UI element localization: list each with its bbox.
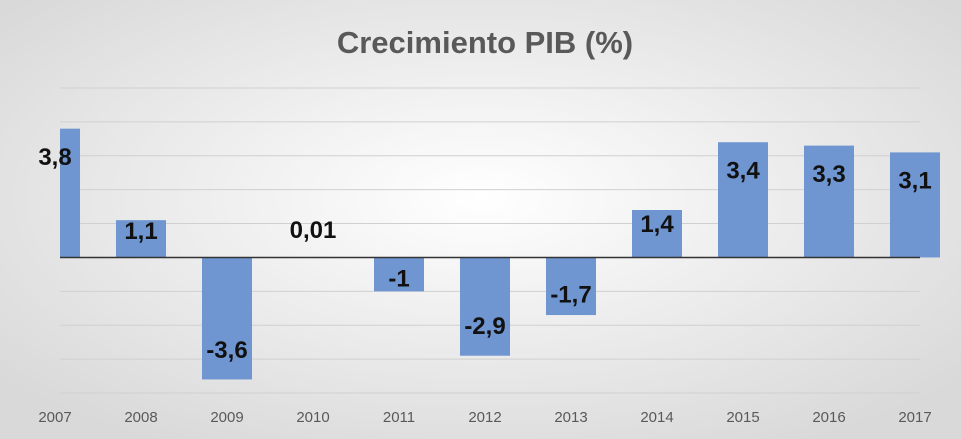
data-label: 1,4 — [640, 211, 674, 238]
x-tick-label: 2007 — [38, 409, 71, 426]
data-label: 3,8 — [38, 144, 71, 171]
x-tick-label: 2013 — [554, 409, 587, 426]
bar — [804, 145, 854, 258]
bar — [202, 257, 252, 380]
data-label: -1,7 — [550, 281, 591, 308]
data-label: 3,1 — [898, 168, 931, 195]
data-label: -3,6 — [206, 337, 247, 364]
bar — [116, 220, 166, 258]
x-tick-label: 2008 — [124, 409, 157, 426]
data-label: -2,9 — [464, 313, 505, 340]
bar — [60, 128, 80, 258]
bar — [374, 257, 424, 292]
x-tick-label: 2015 — [726, 409, 759, 426]
x-tick-label: 2016 — [812, 409, 845, 426]
bar — [546, 257, 596, 316]
x-tick-label: 2014 — [640, 409, 673, 426]
x-tick-label: 2010 — [296, 409, 329, 426]
bar — [890, 152, 940, 258]
x-tick-label: 2011 — [383, 409, 415, 426]
bar — [718, 142, 768, 258]
chart-title: Crecimiento PIB (%) — [337, 25, 633, 60]
x-tick-label: 2012 — [468, 409, 501, 426]
data-label: 1,1 — [124, 218, 157, 245]
data-label: -1 — [388, 265, 409, 292]
bar — [460, 257, 510, 356]
data-label: 0,01 — [290, 217, 337, 244]
data-label: 3,3 — [812, 161, 845, 188]
x-tick-label: 2009 — [210, 409, 243, 426]
x-tick-label: 2017 — [898, 409, 931, 426]
data-label: 3,4 — [726, 158, 760, 185]
bar — [632, 210, 682, 258]
